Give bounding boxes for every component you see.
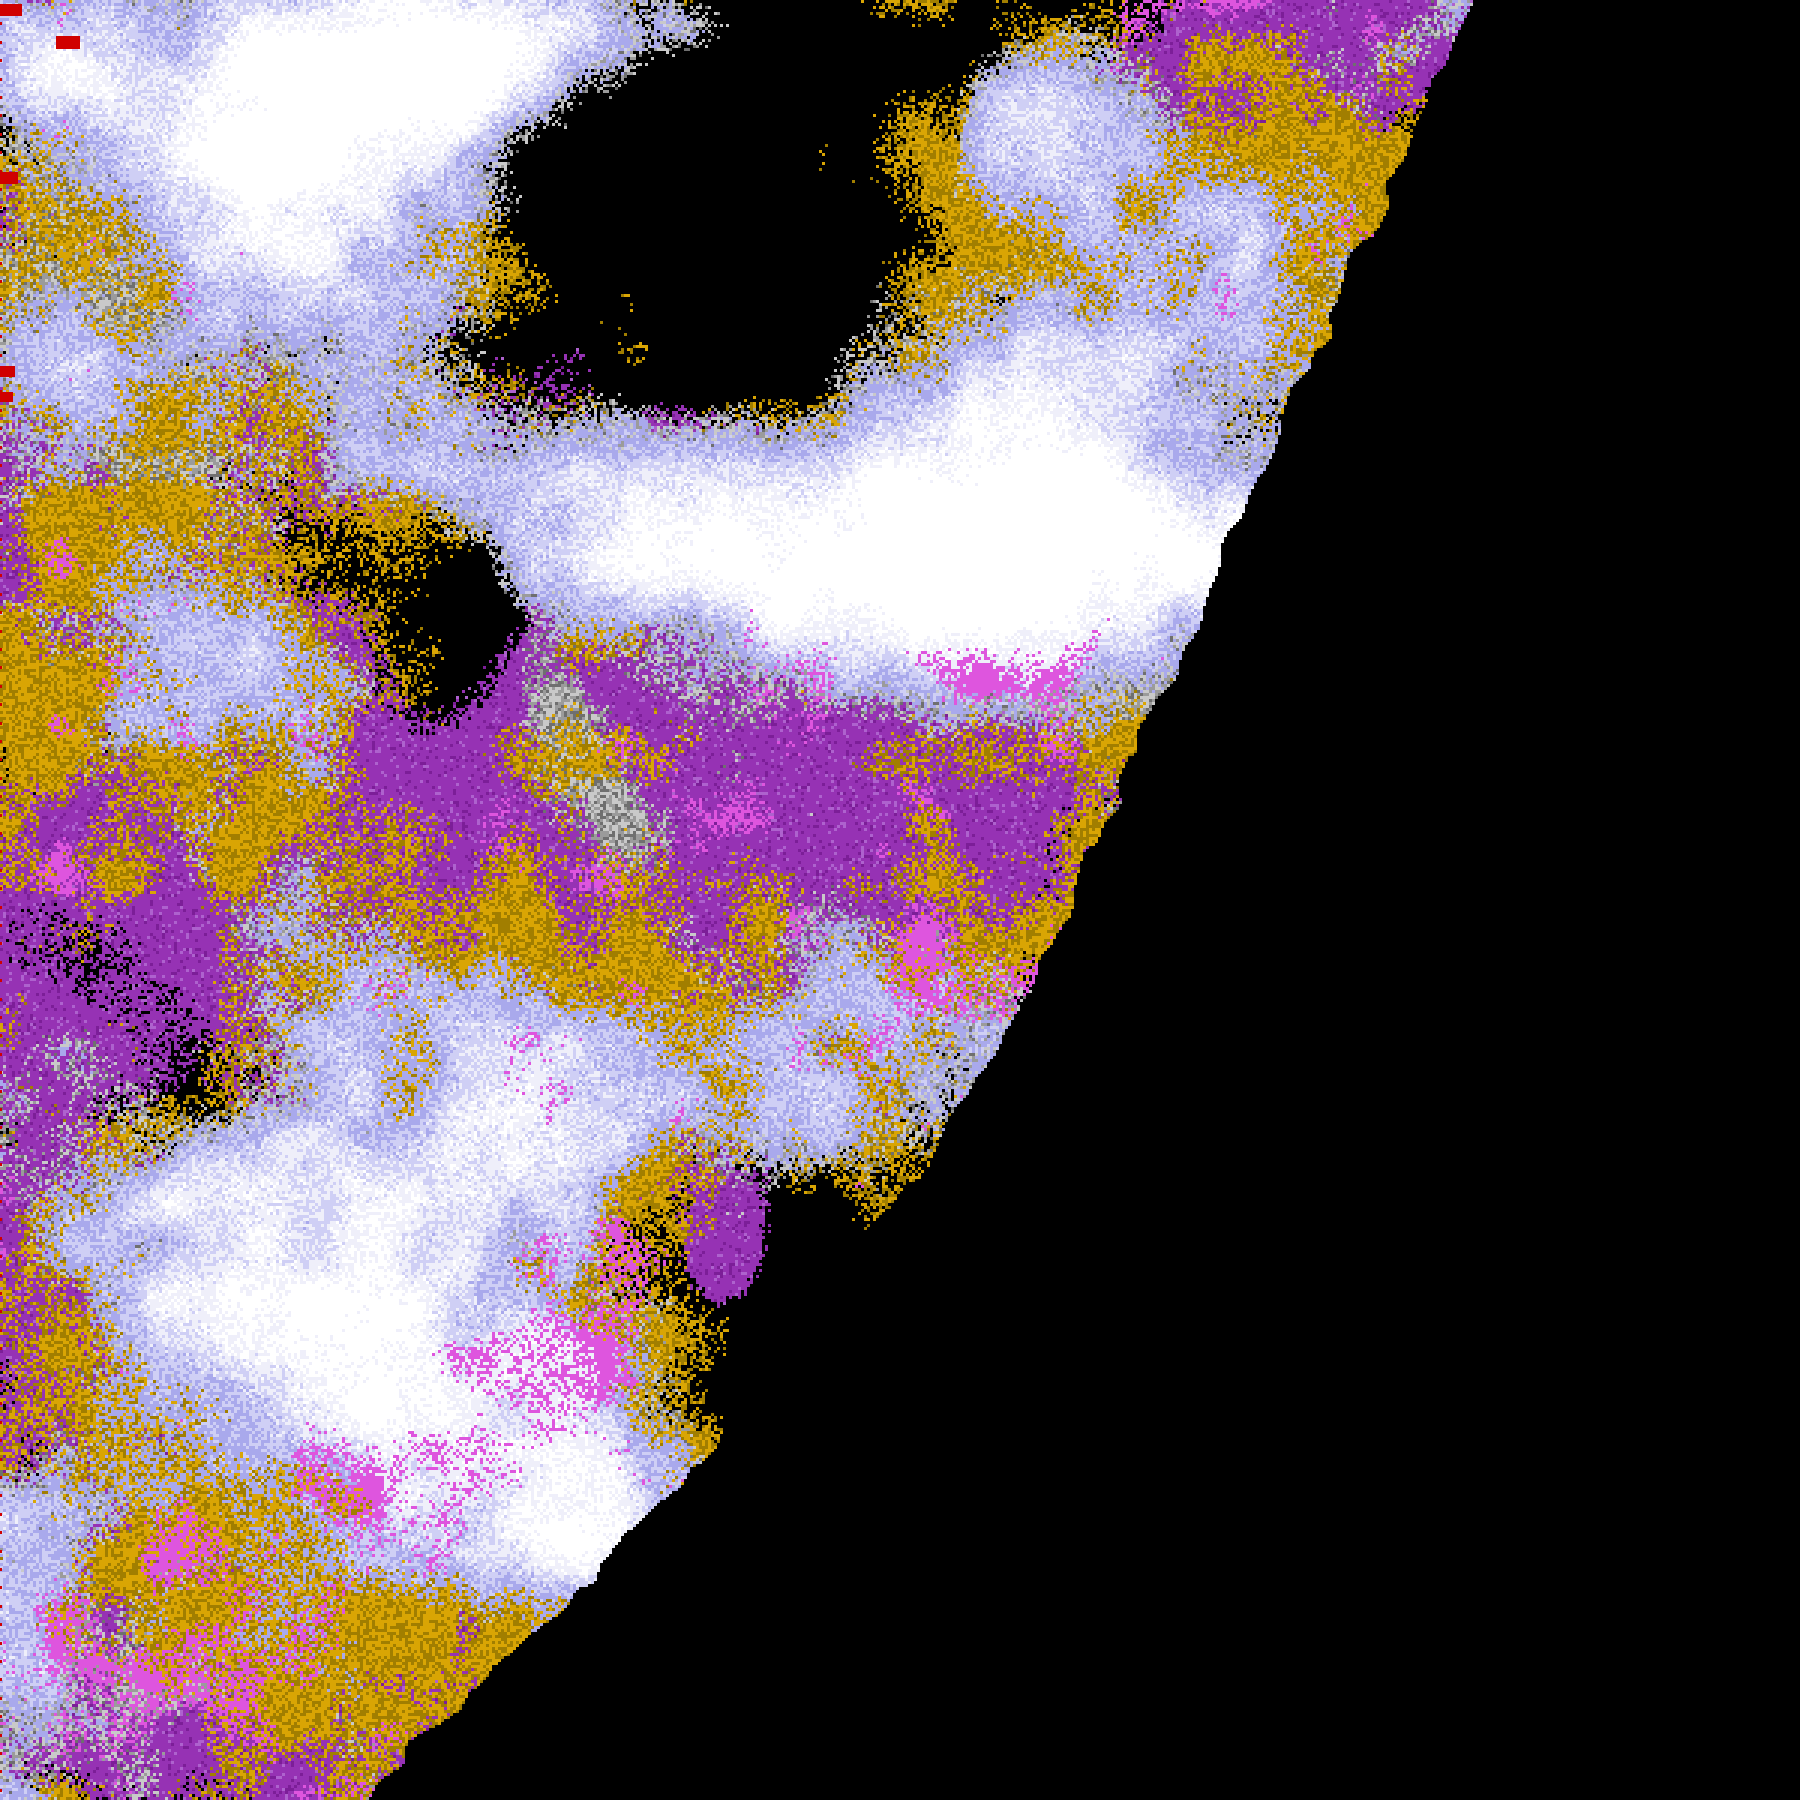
- rendered-satellite-image: [0, 0, 1800, 1800]
- satellite-false-color-scene: [0, 0, 1800, 1800]
